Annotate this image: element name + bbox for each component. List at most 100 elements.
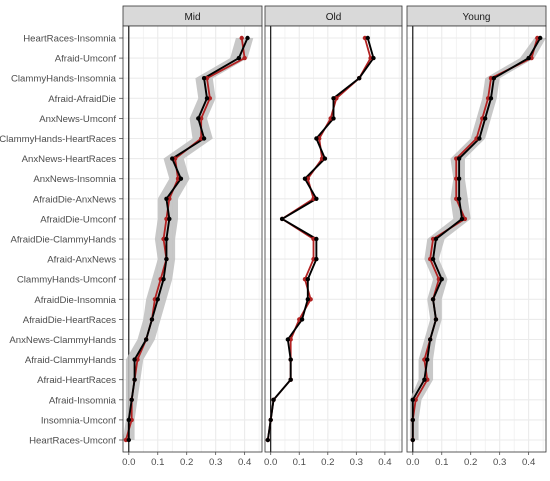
data-point-black xyxy=(201,76,207,81)
panel-border xyxy=(264,25,403,453)
data-point-black xyxy=(482,116,488,121)
data-point-black xyxy=(236,55,242,61)
confidence-band xyxy=(123,38,254,440)
x-tick-label: 0.0 xyxy=(264,457,277,468)
x-tick-label: 0.0 xyxy=(406,457,419,468)
y-tick-label: AnxNews-Insomnia xyxy=(33,174,116,185)
data-point-black xyxy=(279,216,285,222)
data-point-black xyxy=(439,277,444,282)
x-tick-label: 0.4 xyxy=(378,457,392,468)
x-tick-label: 0.0 xyxy=(122,457,135,468)
data-point-black xyxy=(149,317,155,322)
y-tick-label: AfraidDie-Umconf xyxy=(40,214,116,225)
panel-old: Old 0.0 0.1 0.2 0.3 0.4 xyxy=(264,5,403,468)
x-tick-label: 0.1 xyxy=(435,457,448,468)
data-point-black xyxy=(322,156,328,161)
data-point-black xyxy=(288,357,293,362)
panel-border xyxy=(122,25,263,453)
data-point-black xyxy=(299,317,305,322)
data-point-black xyxy=(526,55,531,61)
y-tick-label: AfraidDie-HeartRaces xyxy=(23,315,117,326)
data-point-black xyxy=(305,297,311,302)
data-point-black xyxy=(204,96,210,101)
data-point-black xyxy=(356,76,362,81)
y-tick-label: ClammyHands-HeartRaces xyxy=(0,134,116,145)
data-point-black xyxy=(265,437,271,443)
panel-border xyxy=(406,25,547,453)
data-point-black xyxy=(425,357,430,362)
data-point-black xyxy=(433,236,439,242)
y-tick-label: AnxNews-ClammyHands xyxy=(9,335,116,346)
data-point-black xyxy=(314,136,319,141)
data-point-black xyxy=(164,256,169,262)
panel-strip-label: Mid xyxy=(184,12,200,23)
data-point-black xyxy=(314,256,319,262)
y-tick-label: ClammyHands-Umconf xyxy=(17,275,116,286)
panel-mid: Mid 0.0 0.1 0.2 0.3 0.4 xyxy=(122,5,263,468)
data-point-black xyxy=(314,236,319,242)
y-tick-label: Afraid-AfraidDie xyxy=(48,94,116,105)
y-tick-label: Afraid-HeartRaces xyxy=(37,375,116,386)
data-point-black xyxy=(155,297,160,302)
x-tick-label: 0.3 xyxy=(493,457,506,468)
y-tick-label: Afraid-Umconf xyxy=(55,54,117,65)
data-point-black xyxy=(132,377,137,382)
data-point-black xyxy=(126,437,131,443)
data-point-black xyxy=(201,136,207,141)
data-point-black xyxy=(456,176,462,181)
x-tick-label: 0.3 xyxy=(350,457,363,468)
data-point-black xyxy=(456,196,462,201)
y-tick-label: ClammyHands-Insomnia xyxy=(11,74,117,85)
data-point-black xyxy=(477,136,482,141)
data-point-black xyxy=(456,156,462,161)
y-tick-label: Afraid-AnxNews xyxy=(47,255,116,266)
data-point-black xyxy=(285,337,291,342)
y-tick-label: AfraidDie-AnxNews xyxy=(33,194,116,205)
data-point-black xyxy=(410,437,415,443)
y-tick-label: Insomnia-Umconf xyxy=(41,415,117,426)
data-point-black xyxy=(161,277,166,282)
x-tick-label: 0.4 xyxy=(522,457,536,468)
data-point-black xyxy=(170,156,175,161)
data-point-black xyxy=(196,116,201,121)
data-point-black xyxy=(314,196,319,201)
x-tick-label: 0.1 xyxy=(151,457,164,468)
y-tick-label: AnxNews-HeartRaces xyxy=(22,154,117,165)
data-point-black xyxy=(371,55,376,61)
data-point-black xyxy=(288,377,293,382)
data-point-black xyxy=(129,397,134,402)
data-point-black xyxy=(167,216,172,222)
data-point-black xyxy=(305,277,311,282)
data-point-black xyxy=(430,297,436,302)
data-point-black xyxy=(430,256,436,262)
panel-young: Young 0.0 0.1 0.2 0.3 0.4 xyxy=(406,5,547,468)
data-point-black xyxy=(459,216,465,222)
x-tick-label: 0.2 xyxy=(464,457,477,468)
y-tick-label: AfraidDie-ClammyHands xyxy=(10,235,116,246)
data-point-black xyxy=(538,35,543,41)
x-tick-label: 0.1 xyxy=(293,457,306,468)
data-point-black xyxy=(164,236,169,242)
data-point-black xyxy=(365,35,370,41)
y-tick-label: AnxNews-Umconf xyxy=(39,114,116,125)
x-tick-label: 0.4 xyxy=(238,457,252,468)
data-point-black xyxy=(132,357,137,362)
y-tick-label: Afraid-Insomnia xyxy=(49,395,117,406)
data-point-black xyxy=(302,176,308,181)
data-point-black xyxy=(491,76,497,81)
data-point-black xyxy=(410,397,415,402)
data-point-black xyxy=(488,96,494,101)
data-point-black xyxy=(143,337,149,342)
data-point-black xyxy=(410,417,415,423)
data-point-red xyxy=(242,55,247,61)
y-tick-label: Afraid-ClammyHands xyxy=(25,355,116,366)
x-tick-label: 0.3 xyxy=(209,457,222,468)
y-tick-label: HeartRaces-Insomnia xyxy=(23,34,116,45)
data-point-black xyxy=(268,417,273,423)
data-point-black xyxy=(164,196,169,201)
data-point-black xyxy=(331,116,336,121)
x-tick-label: 0.2 xyxy=(321,457,334,468)
panel-strip-label: Old xyxy=(326,12,342,23)
